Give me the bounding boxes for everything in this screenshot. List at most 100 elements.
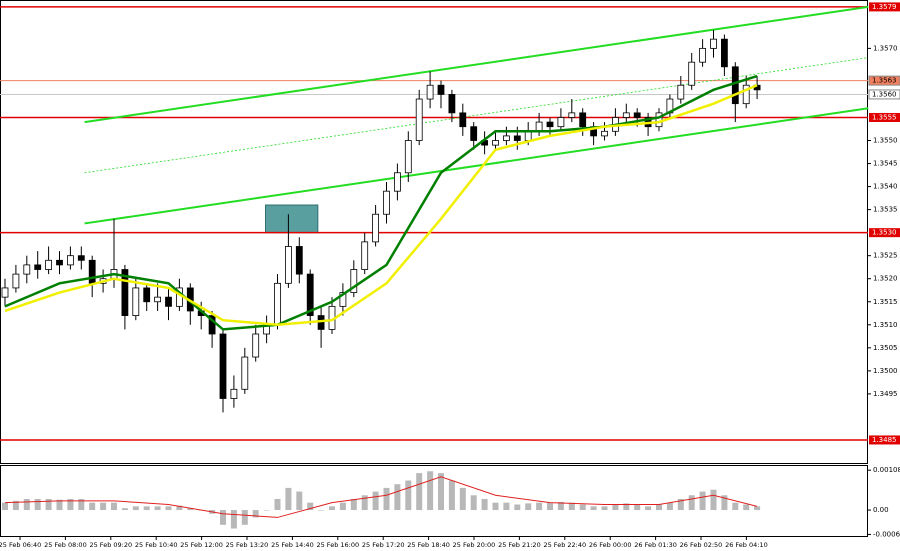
macd-bar — [557, 501, 564, 511]
candle-body — [742, 84, 750, 105]
macd-bar — [601, 506, 608, 511]
y-tick-label: 1.3500 — [873, 367, 898, 375]
x-tick-label: 25 Feb 06:40 — [0, 541, 41, 549]
candle-body — [45, 259, 52, 270]
candle-body — [470, 126, 478, 141]
macd-bar — [492, 502, 499, 511]
macd-bar — [383, 487, 390, 511]
x-tick-label: 25 Feb 09:20 — [89, 541, 132, 549]
candle-body — [23, 264, 31, 275]
candle-body — [208, 315, 216, 335]
macd-bar — [361, 495, 368, 511]
macd-bar — [296, 491, 303, 511]
candle-body — [12, 273, 20, 289]
macd-bar — [165, 506, 172, 511]
candle-body — [579, 112, 587, 128]
x-tick-label: 25 Feb 14:40 — [271, 541, 314, 549]
macd-bar — [78, 498, 85, 511]
x-tick-label: 25 Feb 17:20 — [362, 541, 405, 549]
candle-body — [252, 333, 260, 358]
price-level-label: 1.3560 — [872, 90, 897, 98]
candle-body — [601, 130, 608, 137]
macd-bar — [623, 503, 630, 511]
macd-bar — [132, 506, 139, 511]
candle-body — [699, 47, 706, 63]
macd-bar — [743, 504, 750, 511]
macd-bar — [143, 506, 150, 511]
macd-bar — [23, 498, 30, 511]
macd-bar — [318, 510, 325, 511]
macd-bar — [274, 498, 281, 511]
candle-body — [154, 296, 162, 303]
candle-body — [339, 292, 347, 307]
candle-body — [731, 66, 739, 105]
candle-body — [622, 112, 630, 118]
candle-body — [383, 190, 390, 215]
price-level-box — [869, 435, 900, 445]
candle-body — [56, 259, 63, 266]
candle-body — [404, 140, 412, 174]
x-tick-label: 26 Feb 02:50 — [680, 541, 723, 549]
y-tick-label: 1.3570 — [873, 44, 898, 52]
y-tick-label: 1.3520 — [873, 275, 898, 283]
candle-body — [688, 61, 696, 86]
candle-body — [143, 287, 151, 303]
macd-bar — [568, 502, 575, 511]
macd-bar — [176, 505, 183, 511]
candle-body — [284, 246, 292, 284]
macd-bar — [688, 495, 695, 511]
y-tick-label: 1.3535 — [873, 206, 898, 214]
candle-body — [655, 112, 663, 128]
macd-bar — [154, 506, 161, 511]
macd-bar — [525, 503, 532, 511]
y-tick-label: 1.3550 — [873, 137, 898, 145]
macd-bar — [656, 504, 662, 511]
macd-bar — [754, 506, 761, 511]
candle-body — [524, 130, 532, 141]
candle-body — [77, 255, 85, 261]
macd-bar — [677, 498, 684, 511]
macd-bar — [329, 506, 335, 511]
macd-bar — [372, 491, 379, 511]
candle-body — [710, 38, 717, 49]
price-level-label: 1.3563 — [872, 77, 897, 85]
macd-bar — [448, 480, 455, 511]
price-level-label: 1.3485 — [872, 436, 897, 444]
macd-bar — [67, 498, 74, 511]
candle-body — [88, 259, 96, 284]
price-level-label: 1.3530 — [872, 229, 897, 237]
candle-body — [448, 94, 456, 114]
candle-body — [677, 84, 685, 100]
y-tick-label: 1.3510 — [873, 321, 898, 329]
macd-bar — [339, 502, 346, 511]
macd-bar — [666, 502, 673, 511]
x-tick-label: 26 Feb 00:00 — [589, 541, 632, 549]
candle-body — [633, 112, 641, 118]
macd-panel-frame — [0, 465, 868, 537]
macd-bar — [710, 489, 717, 511]
macd-bar — [220, 510, 226, 525]
candle-body — [34, 264, 42, 270]
x-tick-label: 26 Feb 01:30 — [634, 541, 677, 549]
y-tick-label: 1.3545 — [873, 160, 898, 168]
candle-body — [241, 356, 249, 390]
candle-body — [230, 388, 238, 399]
macd-bar — [732, 502, 739, 511]
channel-line — [84, 107, 869, 225]
candle-body — [502, 135, 510, 141]
candle-body — [372, 213, 380, 243]
macd-bar — [503, 502, 510, 511]
macd-bar — [34, 498, 41, 511]
macd-bar — [263, 510, 270, 511]
candle-body — [568, 112, 576, 118]
x-tick-label: 25 Feb 20:00 — [453, 541, 496, 549]
x-tick-label: 25 Feb 21:20 — [498, 541, 541, 549]
x-tick-label: 25 Feb 10:40 — [135, 541, 178, 549]
candle-body — [274, 282, 281, 326]
macd-bar — [2, 502, 8, 511]
macd-bar — [100, 502, 107, 511]
candle-body — [295, 246, 303, 275]
candle-body — [1, 287, 9, 298]
price-level-box — [869, 2, 900, 12]
macd-bar — [481, 498, 488, 511]
